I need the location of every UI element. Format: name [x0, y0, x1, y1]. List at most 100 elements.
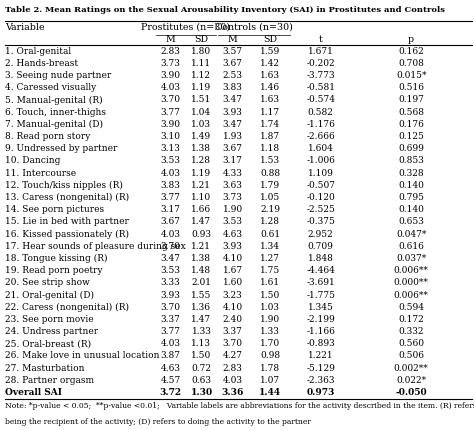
Text: being the recipient of the activity; (D) refers to doing the activity to the par: being the recipient of the activity; (D)… — [5, 418, 310, 427]
Text: 3.37: 3.37 — [161, 315, 181, 324]
Text: 1.46: 1.46 — [260, 83, 280, 92]
Text: 3.36: 3.36 — [221, 388, 244, 397]
Text: 16. Kissed passionately (R): 16. Kissed passionately (R) — [5, 230, 129, 239]
Text: 21. Oral-genital (D): 21. Oral-genital (D) — [5, 290, 94, 300]
Text: 3.72: 3.72 — [160, 388, 182, 397]
Text: -0.893: -0.893 — [306, 339, 335, 348]
Text: 0.568: 0.568 — [398, 108, 424, 117]
Text: 3.67: 3.67 — [161, 218, 181, 226]
Text: 27. Masturbation: 27. Masturbation — [5, 364, 84, 373]
Text: 0.125: 0.125 — [398, 132, 424, 141]
Text: 4.63: 4.63 — [161, 364, 181, 373]
Text: 6. Touch, inner-thighs: 6. Touch, inner-thighs — [5, 108, 106, 117]
Text: 1.90: 1.90 — [260, 315, 280, 324]
Text: 0.002**: 0.002** — [394, 364, 428, 373]
Text: -5.129: -5.129 — [306, 364, 335, 373]
Text: 1.221: 1.221 — [308, 351, 334, 360]
Text: 3.47: 3.47 — [223, 120, 243, 129]
Text: 1.04: 1.04 — [191, 108, 211, 117]
Text: 1.50: 1.50 — [191, 351, 211, 360]
Text: 1.21: 1.21 — [191, 181, 211, 190]
Text: 3.57: 3.57 — [223, 47, 243, 56]
Text: 1.44: 1.44 — [259, 388, 281, 397]
Text: 4.03: 4.03 — [161, 339, 181, 348]
Text: 1.848: 1.848 — [308, 254, 334, 263]
Text: 1.33: 1.33 — [260, 327, 280, 336]
Text: 0.853: 0.853 — [398, 157, 424, 166]
Text: Prostitutes (n=30): Prostitutes (n=30) — [141, 23, 231, 31]
Text: 0.006**: 0.006** — [394, 266, 428, 275]
Text: 1.48: 1.48 — [191, 266, 211, 275]
Text: -0.050: -0.050 — [395, 388, 427, 397]
Text: 1.90: 1.90 — [223, 205, 243, 214]
Text: t: t — [319, 35, 322, 44]
Text: 0.653: 0.653 — [398, 218, 424, 226]
Text: 1.49: 1.49 — [191, 132, 211, 141]
Text: 3.77: 3.77 — [161, 108, 181, 117]
Text: M: M — [228, 35, 237, 44]
Text: 3.53: 3.53 — [161, 266, 181, 275]
Text: 1.93: 1.93 — [223, 132, 243, 141]
Text: 1.50: 1.50 — [260, 291, 280, 300]
Text: 15. Lie in bed with partner: 15. Lie in bed with partner — [5, 218, 128, 226]
Text: 4.63: 4.63 — [223, 230, 243, 239]
Text: 24. Undress partner: 24. Undress partner — [5, 327, 98, 336]
Text: 3.83: 3.83 — [161, 181, 181, 190]
Text: 1.109: 1.109 — [308, 169, 334, 178]
Text: 1.63: 1.63 — [260, 95, 280, 104]
Text: 1.60: 1.60 — [223, 278, 243, 287]
Text: 1.05: 1.05 — [260, 193, 280, 202]
Text: 4.03: 4.03 — [161, 169, 181, 178]
Text: 11. Intercourse: 11. Intercourse — [5, 169, 76, 178]
Text: 1.67: 1.67 — [223, 266, 243, 275]
Text: Controls (n=30): Controls (n=30) — [215, 23, 293, 31]
Text: -2.363: -2.363 — [306, 376, 335, 385]
Text: 3.77: 3.77 — [161, 327, 181, 336]
Text: 2.40: 2.40 — [223, 315, 243, 324]
Text: SD: SD — [263, 35, 277, 44]
Text: 1.19: 1.19 — [191, 83, 211, 92]
Text: 0.594: 0.594 — [398, 303, 424, 312]
Text: 4.27: 4.27 — [223, 351, 243, 360]
Text: 4.57: 4.57 — [161, 376, 181, 385]
Text: 2.19: 2.19 — [260, 205, 280, 214]
Text: 9. Undressed by partner: 9. Undressed by partner — [5, 144, 117, 153]
Text: 3.70: 3.70 — [161, 242, 181, 251]
Text: 1.03: 1.03 — [260, 303, 280, 312]
Text: 0.516: 0.516 — [398, 83, 424, 92]
Text: -0.574: -0.574 — [306, 95, 335, 104]
Text: 3.17: 3.17 — [223, 157, 243, 166]
Text: p: p — [408, 35, 414, 44]
Text: 1.87: 1.87 — [260, 132, 280, 141]
Text: 4.03: 4.03 — [223, 376, 243, 385]
Text: 2. Hands-breast: 2. Hands-breast — [5, 59, 78, 68]
Text: 0.140: 0.140 — [398, 181, 424, 190]
Text: 1.604: 1.604 — [308, 144, 334, 153]
Text: 2.01: 2.01 — [191, 278, 211, 287]
Text: -0.375: -0.375 — [306, 218, 335, 226]
Text: 3.93: 3.93 — [161, 291, 181, 300]
Text: 3.73: 3.73 — [223, 193, 243, 202]
Text: 20. See strip show: 20. See strip show — [5, 278, 90, 287]
Text: 3.37: 3.37 — [223, 327, 243, 336]
Text: -0.581: -0.581 — [306, 83, 335, 92]
Text: 0.022*: 0.022* — [396, 376, 426, 385]
Text: 1.51: 1.51 — [191, 95, 211, 104]
Text: 2.83: 2.83 — [223, 364, 243, 373]
Text: 1.55: 1.55 — [191, 291, 211, 300]
Text: M: M — [166, 35, 175, 44]
Text: 0.708: 0.708 — [398, 59, 424, 68]
Text: 0.006**: 0.006** — [394, 291, 428, 300]
Text: 3. Seeing nude partner: 3. Seeing nude partner — [5, 71, 111, 80]
Text: 3.67: 3.67 — [223, 59, 243, 68]
Text: 1.07: 1.07 — [260, 376, 280, 385]
Text: 1.28: 1.28 — [191, 157, 211, 166]
Text: 1.19: 1.19 — [191, 169, 211, 178]
Text: 1.12: 1.12 — [191, 71, 211, 80]
Text: -4.464: -4.464 — [306, 266, 335, 275]
Text: 1.38: 1.38 — [191, 254, 211, 263]
Text: 0.98: 0.98 — [260, 351, 280, 360]
Text: 18. Tongue kissing (R): 18. Tongue kissing (R) — [5, 254, 107, 263]
Text: 0.63: 0.63 — [191, 376, 211, 385]
Text: 1.61: 1.61 — [260, 278, 280, 287]
